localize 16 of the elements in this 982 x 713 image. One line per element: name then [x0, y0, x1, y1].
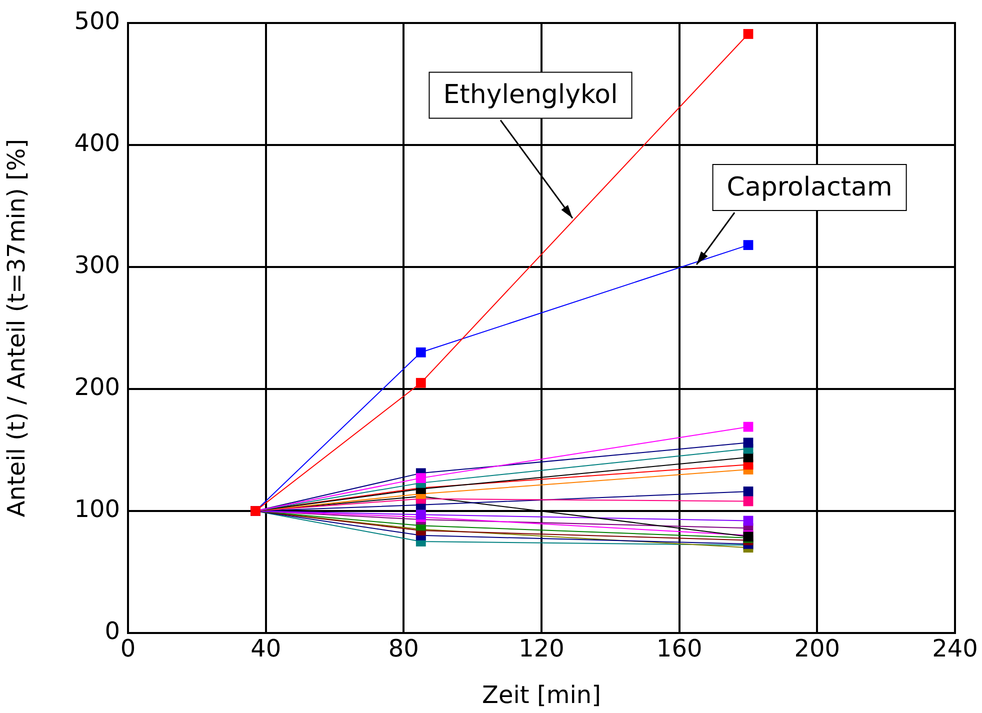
y-tick-label: 100 [74, 495, 120, 524]
y-tick-label: 300 [74, 251, 120, 280]
x-tick-label: 160 [656, 634, 702, 663]
y-tick-label: 200 [74, 373, 120, 402]
x-tick-label: 120 [518, 634, 564, 663]
annotation: Ethylenglykol [443, 80, 618, 110]
x-tick-label: 240 [932, 634, 978, 663]
y-tick-label: 400 [74, 129, 120, 158]
y-axis-title: Anteil (t) / Anteil (t=37min) [%] [2, 138, 31, 518]
y-tick-label: 0 [104, 617, 120, 646]
y-tick-label: 500 [74, 7, 120, 36]
x-tick-label: 40 [250, 634, 282, 663]
x-tick-label: 200 [794, 634, 840, 663]
annotation: Caprolactam [726, 172, 892, 202]
x-axis-title: Zeit [min] [482, 680, 601, 709]
x-tick-label: 80 [388, 634, 419, 663]
